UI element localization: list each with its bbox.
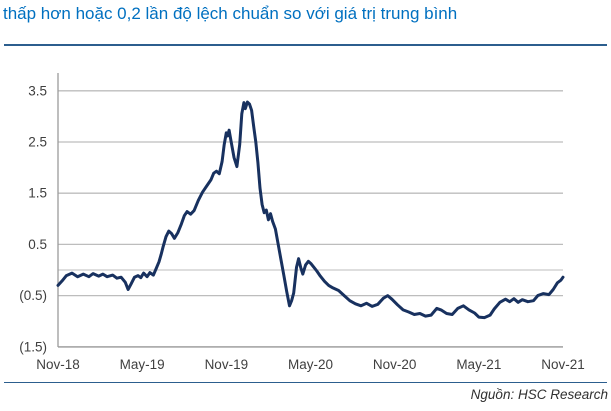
x-tick-label: May-20	[288, 357, 333, 372]
zscore-line-chart: 3.5 2.5 1.5 0.5 (0.5) (1.5) Nov-18 May-19 Nov-19…	[0, 58, 611, 388]
zscore-series-line	[56, 100, 565, 320]
y-tick-label: 2.5	[28, 135, 47, 150]
chart-canvas: 3.5 2.5 1.5 0.5 (0.5) (1.5) Nov-18 May-19 Nov-19…	[19, 73, 585, 372]
x-tick-label: Nov-18	[36, 357, 80, 372]
y-tick-label: 1.5	[28, 186, 47, 201]
top-divider	[4, 44, 607, 46]
x-tick-label: Nov-21	[541, 357, 585, 372]
y-tick-label: (0.5)	[19, 288, 47, 303]
x-tick-label: Nov-20	[373, 357, 417, 372]
x-tick-label: Nov-19	[205, 357, 249, 372]
x-tick-label: May-21	[456, 357, 501, 372]
source-credit: Nguồn: HSC Research	[470, 387, 608, 402]
y-tick-label: 3.5	[28, 83, 47, 98]
y-tick-label: 0.5	[28, 237, 47, 252]
bottom-divider	[4, 382, 607, 383]
y-tick-label: (1.5)	[19, 339, 47, 354]
x-tick-label: May-19	[120, 357, 165, 372]
page-title: thấp hơn hoặc 0,2 lần độ lệch chuẩn so v…	[3, 4, 458, 23]
